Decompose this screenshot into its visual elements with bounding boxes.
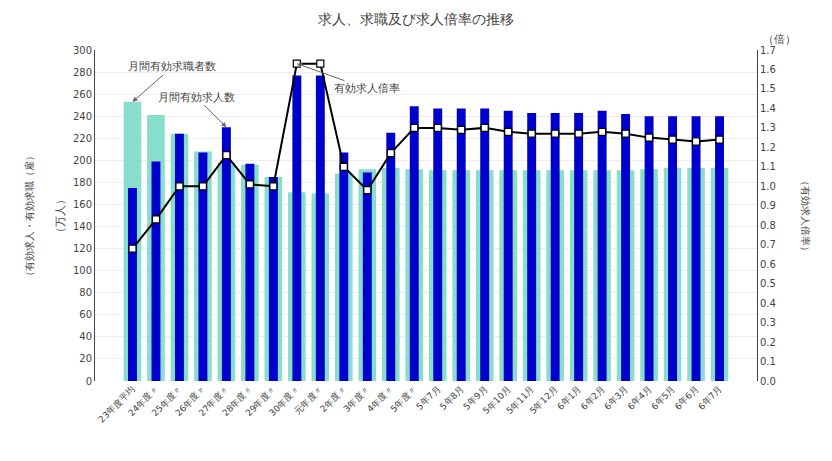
svg-text:28年度〃: 28年度〃 xyxy=(220,384,254,418)
svg-text:40: 40 xyxy=(79,331,92,342)
svg-text:220: 220 xyxy=(73,133,92,144)
svg-text:1.7: 1.7 xyxy=(760,45,776,56)
svg-text:260: 260 xyxy=(73,89,92,100)
svg-text:有効求人倍率: 有効求人倍率 xyxy=(334,82,400,95)
svg-text:0: 0 xyxy=(86,376,92,387)
svg-text:5年7月: 5年7月 xyxy=(414,384,442,412)
svg-text:（倍）: （倍） xyxy=(763,33,796,46)
svg-text:160: 160 xyxy=(73,199,92,210)
svg-text:29年度〃: 29年度〃 xyxy=(244,384,278,418)
svg-text:1.2: 1.2 xyxy=(760,142,776,153)
svg-text:5年11月: 5年11月 xyxy=(504,384,536,416)
svg-text:25年度〃: 25年度〃 xyxy=(150,384,184,418)
svg-text:1.5: 1.5 xyxy=(760,83,776,94)
svg-text:140: 140 xyxy=(73,221,92,232)
svg-text:4年度〃: 4年度〃 xyxy=(365,384,395,414)
svg-text:0.2: 0.2 xyxy=(760,337,776,348)
svg-text:27年度〃: 27年度〃 xyxy=(197,384,231,418)
svg-text:0.3: 0.3 xyxy=(760,317,776,328)
svg-text:240: 240 xyxy=(73,111,92,122)
svg-text:5年9月: 5年9月 xyxy=(461,384,489,412)
svg-text:6年3月: 6年3月 xyxy=(602,384,630,412)
svg-text:5年度〃: 5年度〃 xyxy=(389,384,419,414)
svg-text:1.6: 1.6 xyxy=(760,64,776,75)
svg-text:20: 20 xyxy=(79,353,92,364)
svg-text:280: 280 xyxy=(73,67,92,78)
svg-text:60: 60 xyxy=(79,309,92,320)
svg-text:0.7: 0.7 xyxy=(760,239,776,250)
svg-text:5年8月: 5年8月 xyxy=(438,384,466,412)
svg-text:26年度〃: 26年度〃 xyxy=(173,384,207,418)
svg-text:6年2月: 6年2月 xyxy=(579,384,607,412)
svg-text:6年6月: 6年6月 xyxy=(673,384,701,412)
svg-text:6年7月: 6年7月 xyxy=(696,384,724,412)
svg-text:1.1: 1.1 xyxy=(760,161,776,172)
svg-text:180: 180 xyxy=(73,177,92,188)
svg-text:30年度〃: 30年度〃 xyxy=(267,384,301,418)
svg-text:0.9: 0.9 xyxy=(760,200,776,211)
svg-text:120: 120 xyxy=(73,243,92,254)
svg-text:5年10月: 5年10月 xyxy=(481,384,513,416)
svg-text:0.8: 0.8 xyxy=(760,220,776,231)
svg-text:100: 100 xyxy=(73,265,92,276)
svg-text:月間有効求職者数: 月間有効求職者数 xyxy=(128,60,216,73)
svg-text:0.0: 0.0 xyxy=(760,376,776,387)
svg-text:0.5: 0.5 xyxy=(760,278,776,289)
svg-text:求人、求職及び求人倍率の推移: 求人、求職及び求人倍率の推移 xyxy=(318,11,514,27)
svg-text:0.1: 0.1 xyxy=(760,356,776,367)
svg-text:300: 300 xyxy=(73,45,92,56)
svg-text:月間有効求人数: 月間有効求人数 xyxy=(158,91,235,104)
svg-text:3年度〃: 3年度〃 xyxy=(342,384,372,414)
svg-text:元年度〃: 元年度〃 xyxy=(292,384,325,417)
svg-text:1.3: 1.3 xyxy=(760,122,776,133)
svg-text:（有効求人倍率）: （有効求人倍率） xyxy=(800,176,811,256)
svg-text:0.4: 0.4 xyxy=(760,298,776,309)
svg-text:0.6: 0.6 xyxy=(760,259,776,270)
svg-text:（有効求人・有効求職（雇）: （有効求人・有効求職（雇） xyxy=(24,151,35,281)
svg-text:1.0: 1.0 xyxy=(760,181,776,192)
svg-text:6年1月: 6年1月 xyxy=(555,384,583,412)
svg-text:5年12月: 5年12月 xyxy=(528,384,560,416)
svg-text:200: 200 xyxy=(73,155,92,166)
svg-text:1.4: 1.4 xyxy=(760,103,776,114)
svg-text:（万人）: （万人） xyxy=(54,194,67,238)
svg-text:6年4月: 6年4月 xyxy=(626,384,654,412)
svg-text:2年度〃: 2年度〃 xyxy=(318,384,348,414)
svg-text:23年度平均: 23年度平均 xyxy=(96,384,137,425)
svg-text:6年5月: 6年5月 xyxy=(649,384,677,412)
svg-text:80: 80 xyxy=(79,287,92,298)
svg-text:24年度〃: 24年度〃 xyxy=(126,384,160,418)
